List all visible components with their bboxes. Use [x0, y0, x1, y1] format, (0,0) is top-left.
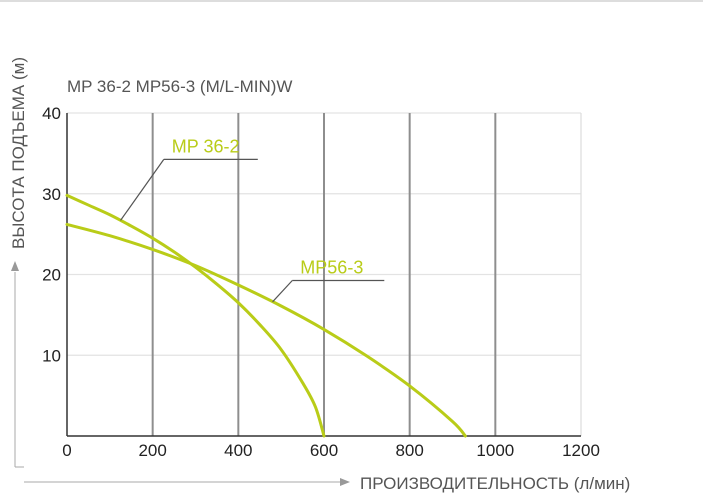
y-tick-label: 10: [42, 346, 61, 365]
x-tick-label: 1200: [562, 441, 600, 460]
y-axis-arrow-head: [11, 261, 19, 271]
x-tick-label: 400: [224, 441, 252, 460]
x-axis-arrow-head: [340, 478, 350, 486]
x-tick-label: 600: [310, 441, 338, 460]
series-lines: [65, 193, 467, 438]
y-tick-label: 40: [42, 104, 61, 123]
callout-leader: [120, 159, 165, 221]
series-label: MP56-3: [300, 258, 363, 278]
chart-subtitle: MP 36-2 MP56-3 (M/L-MIN)W: [67, 77, 292, 96]
series-label: MP 36-2: [172, 136, 240, 156]
y-tick-label: 30: [42, 185, 61, 204]
x-axis-label: ПРОИЗВОДИТЕЛЬНОСТЬ (л/мин): [360, 474, 630, 493]
series-callouts: MP 36-2 MP56-3: [120, 136, 385, 303]
y-axis-label: ВЫСОТА ПОДЪЕМА (м): [9, 57, 28, 249]
x-tick-label: 800: [395, 441, 423, 460]
y-tick-label: 20: [42, 266, 61, 285]
x-tick-label: 0: [62, 441, 71, 460]
tick-labels: 0 200 400 600 800 1000 1200 10 20 30 40: [42, 104, 600, 460]
callout-leader: [272, 280, 293, 303]
series-line-mp56-3: [65, 222, 467, 438]
x-tick-label: 200: [138, 441, 166, 460]
x-tick-label: 1000: [476, 441, 514, 460]
series-line-mp36-2: [65, 193, 326, 438]
